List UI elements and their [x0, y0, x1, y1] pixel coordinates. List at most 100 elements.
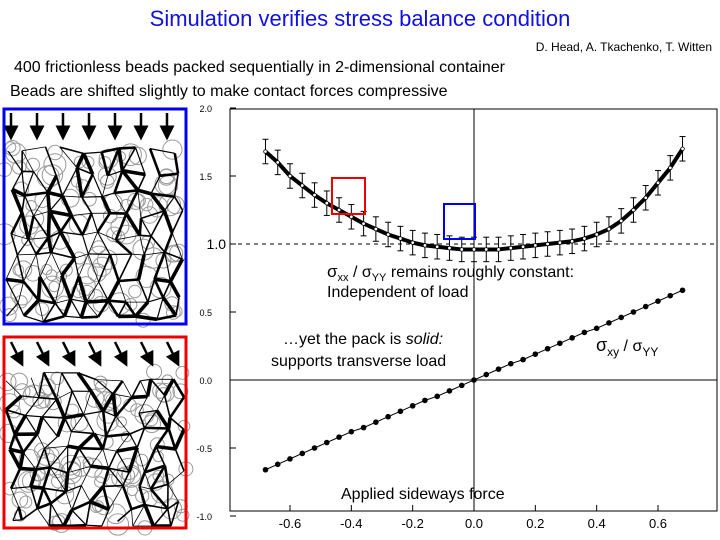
force-chain [55, 398, 67, 419]
bead [91, 240, 106, 255]
force-chain [90, 448, 104, 467]
sigma-xx-point [435, 244, 440, 249]
force-chain [114, 396, 133, 418]
y-tick-label: 1.0 [207, 236, 227, 252]
force-chain [33, 192, 49, 217]
force-chain [169, 416, 185, 431]
force-chain [173, 153, 180, 174]
force-chain [13, 433, 25, 453]
force-chain [106, 280, 121, 302]
force-chain [95, 379, 114, 395]
force-chain [143, 235, 152, 256]
sigma-xx-point [373, 226, 379, 232]
sigma-xy-point [483, 371, 490, 378]
force-chain [131, 509, 134, 527]
sigma-xx-point [361, 221, 366, 226]
force-chain [138, 412, 146, 429]
force-chain [102, 410, 117, 417]
force-chain [41, 416, 58, 437]
force-chain [122, 471, 130, 486]
sigma-xy-point [262, 466, 269, 473]
force-chain [76, 371, 93, 393]
authors-credit: D. Head, A. Tkachenko, T. Witten [535, 40, 712, 54]
bead [135, 453, 149, 467]
sigma-xx-point [668, 165, 673, 171]
force-chain [168, 258, 185, 283]
force-chain [171, 210, 184, 234]
force-chain [117, 301, 127, 317]
bead [155, 387, 172, 403]
force-chain [10, 488, 20, 507]
force-chain [81, 212, 93, 236]
force-chain [29, 468, 38, 488]
bead [26, 157, 40, 172]
sigma-xx-point [312, 192, 317, 198]
force-chain [81, 315, 99, 319]
force-chain [103, 484, 123, 488]
force-chain [62, 509, 74, 527]
force-chain [138, 396, 148, 414]
force-chain [5, 409, 26, 417]
force-chain [89, 390, 105, 413]
sigma-xy-point [618, 314, 624, 321]
force-chain [75, 167, 84, 198]
force-chain [113, 393, 132, 398]
force-chain [129, 427, 145, 435]
bead [96, 409, 119, 432]
force-chain [175, 297, 180, 316]
force-chain [163, 232, 174, 253]
force-chain [47, 210, 63, 233]
force-chain [145, 378, 153, 397]
force-chain [71, 509, 87, 526]
force-chain [49, 209, 72, 218]
blue-marker-box [443, 203, 476, 240]
bead [106, 226, 122, 243]
force-chain [71, 212, 92, 216]
sigma-xx-point [594, 232, 599, 237]
force-chain [153, 251, 166, 280]
force-chain [88, 253, 110, 256]
force-chain [87, 253, 100, 283]
force-chain [131, 253, 145, 256]
force-chain [5, 254, 18, 280]
force-chain [137, 188, 152, 196]
bead [17, 470, 40, 493]
force-chain [111, 393, 118, 417]
force-chain [131, 394, 148, 400]
sigma-xy-point [299, 450, 306, 457]
force-chain [136, 254, 146, 280]
force-chain [71, 485, 82, 511]
force-chain [173, 428, 186, 450]
force-chain [49, 466, 68, 474]
force-chain [21, 195, 26, 213]
force-chain [44, 436, 58, 449]
force-chain [60, 231, 83, 236]
force-chain [144, 503, 168, 510]
sigma-xx-point [582, 236, 587, 241]
force-chain [56, 372, 62, 400]
force-chain [64, 412, 84, 420]
sigma-xy-point [544, 345, 551, 352]
force-chain [85, 298, 109, 304]
bead [103, 209, 118, 224]
bead [135, 312, 151, 328]
force-chain [169, 396, 186, 419]
force-chain [71, 390, 85, 415]
force-chain [134, 300, 150, 318]
bead [0, 372, 17, 392]
force-chain [78, 253, 89, 277]
force-chain [48, 503, 52, 527]
force-chain [64, 315, 82, 319]
force-chain [118, 146, 136, 150]
force-chain [35, 236, 50, 255]
force-chain [124, 301, 137, 317]
force-chain [38, 276, 57, 304]
sigma-xx-point [300, 183, 305, 188]
bead [0, 393, 20, 415]
sigma-xy-point [373, 419, 379, 425]
force-chain [125, 189, 140, 215]
force-chain [144, 472, 152, 490]
force-chain [59, 214, 73, 233]
sigma-xy-point [520, 356, 526, 363]
bead [176, 508, 190, 522]
